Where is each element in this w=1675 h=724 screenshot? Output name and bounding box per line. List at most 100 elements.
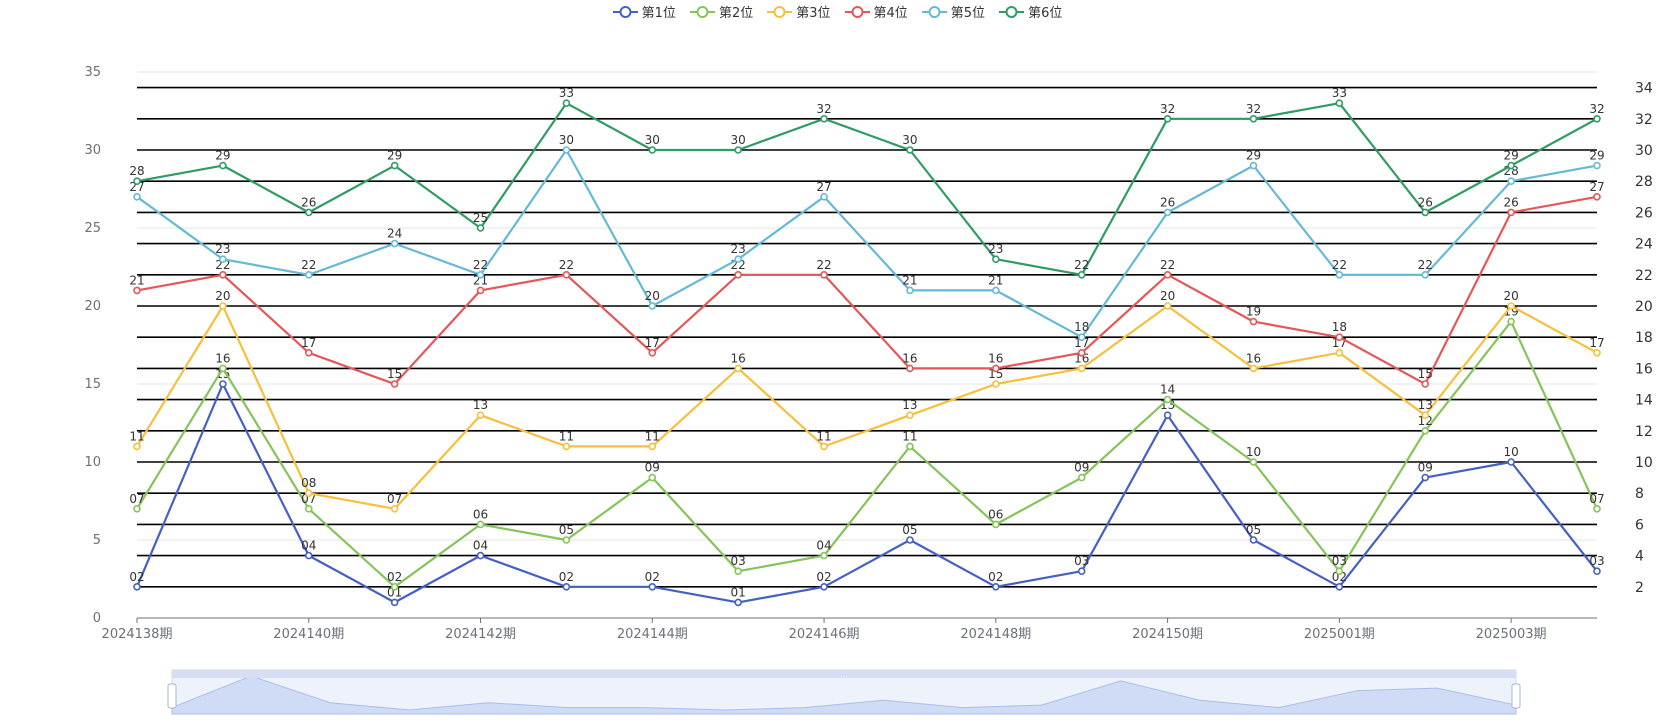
data-point[interactable] [906, 146, 914, 154]
data-point[interactable] [1163, 270, 1172, 279]
data-point[interactable] [562, 442, 571, 451]
data-point[interactable] [992, 380, 1000, 388]
legend-item-5[interactable]: 第5位 [921, 2, 985, 21]
data-point[interactable] [219, 380, 227, 388]
data-point[interactable] [1163, 395, 1172, 404]
data-point[interactable] [820, 442, 828, 451]
data-point[interactable] [1593, 348, 1601, 357]
data-point[interactable] [992, 582, 1000, 591]
data-point[interactable] [648, 302, 657, 310]
data-point[interactable] [1421, 380, 1430, 388]
data-point[interactable] [992, 255, 1000, 264]
data-point[interactable] [1507, 208, 1515, 217]
data-point[interactable] [1249, 317, 1258, 326]
data-point[interactable] [734, 255, 742, 264]
zoom-range-bar[interactable] [172, 670, 1516, 678]
data-point[interactable] [1335, 582, 1344, 591]
data-point[interactable] [1077, 348, 1086, 357]
zoom-move-handle-icon[interactable]: ... [840, 670, 848, 679]
data-point[interactable] [1163, 115, 1172, 123]
data-point[interactable] [562, 99, 571, 107]
data-point[interactable] [1507, 177, 1515, 185]
data-point[interactable] [734, 364, 742, 373]
data-point[interactable] [219, 270, 227, 279]
data-point[interactable] [390, 504, 399, 513]
data-point[interactable] [1421, 270, 1430, 279]
data-point[interactable] [906, 411, 914, 420]
legend-item-2[interactable]: 第2位 [689, 2, 753, 21]
data-point[interactable] [219, 255, 227, 264]
data-point[interactable] [1163, 411, 1172, 420]
data-point[interactable] [1249, 364, 1258, 373]
data-point[interactable] [1249, 115, 1258, 123]
data-point[interactable] [1507, 317, 1515, 326]
data-point[interactable] [1249, 161, 1258, 170]
data-point[interactable] [648, 582, 657, 591]
data-point[interactable] [906, 286, 914, 295]
data-point[interactable] [304, 208, 313, 217]
data-point[interactable] [133, 286, 141, 295]
data-point[interactable] [820, 115, 828, 123]
data-point[interactable] [906, 364, 914, 373]
data-point[interactable] [476, 224, 485, 232]
data-point[interactable] [992, 364, 1000, 373]
data-point[interactable] [1163, 302, 1172, 310]
data-point[interactable] [304, 489, 313, 498]
legend-item-6[interactable]: 第6位 [999, 2, 1062, 21]
data-point[interactable] [648, 442, 657, 451]
data-point[interactable] [1593, 161, 1601, 170]
data-point[interactable] [1077, 270, 1086, 279]
data-point[interactable] [133, 193, 141, 201]
data-point[interactable] [133, 582, 141, 591]
data-point[interactable] [734, 567, 742, 576]
data-point[interactable] [562, 146, 571, 154]
data-point[interactable] [476, 270, 485, 279]
data-point[interactable] [1421, 208, 1430, 217]
data-point[interactable] [1335, 348, 1344, 357]
data-point[interactable] [390, 380, 399, 388]
data-point[interactable] [1077, 567, 1086, 576]
data-point[interactable] [562, 270, 571, 279]
data-point[interactable] [820, 582, 828, 591]
data-point[interactable] [820, 270, 828, 279]
data-point[interactable] [1335, 333, 1344, 342]
data-point[interactable] [476, 520, 485, 529]
data-point[interactable] [820, 551, 828, 560]
data-point[interactable] [992, 520, 1000, 529]
data-point[interactable] [390, 161, 399, 170]
data-point[interactable] [734, 270, 742, 279]
data-point[interactable] [304, 348, 313, 357]
data-point[interactable] [1507, 458, 1515, 466]
data-point[interactable] [133, 504, 141, 513]
data-point[interactable] [648, 473, 657, 482]
data-point[interactable] [390, 598, 399, 607]
data-point[interactable] [390, 239, 399, 248]
zoom-right-handle[interactable] [1511, 683, 1521, 709]
data-point[interactable] [1077, 473, 1086, 482]
legend-item-1[interactable]: 第1位 [612, 2, 676, 21]
data-point[interactable] [648, 348, 657, 357]
data-point[interactable] [1421, 426, 1430, 435]
data-point[interactable] [734, 146, 742, 154]
data-point[interactable] [1249, 458, 1258, 466]
data-point[interactable] [562, 582, 571, 591]
data-point[interactable] [476, 411, 485, 420]
data-point[interactable] [304, 270, 313, 279]
data-point[interactable] [1593, 567, 1601, 576]
data-point[interactable] [304, 504, 313, 513]
data-point[interactable] [219, 161, 227, 170]
data-point[interactable] [133, 442, 141, 451]
zoom-left-handle[interactable] [167, 683, 177, 709]
data-point[interactable] [476, 551, 485, 560]
data-point[interactable] [906, 442, 914, 451]
data-point[interactable] [734, 598, 742, 607]
data-point[interactable] [820, 193, 828, 201]
data-point[interactable] [1421, 411, 1430, 420]
data-point[interactable] [133, 177, 141, 185]
data-point[interactable] [1507, 161, 1515, 170]
data-point[interactable] [1593, 115, 1601, 123]
data-point[interactable] [1249, 536, 1258, 544]
data-point[interactable] [1335, 270, 1344, 279]
data-point[interactable] [1593, 504, 1601, 513]
data-point[interactable] [1077, 364, 1086, 373]
